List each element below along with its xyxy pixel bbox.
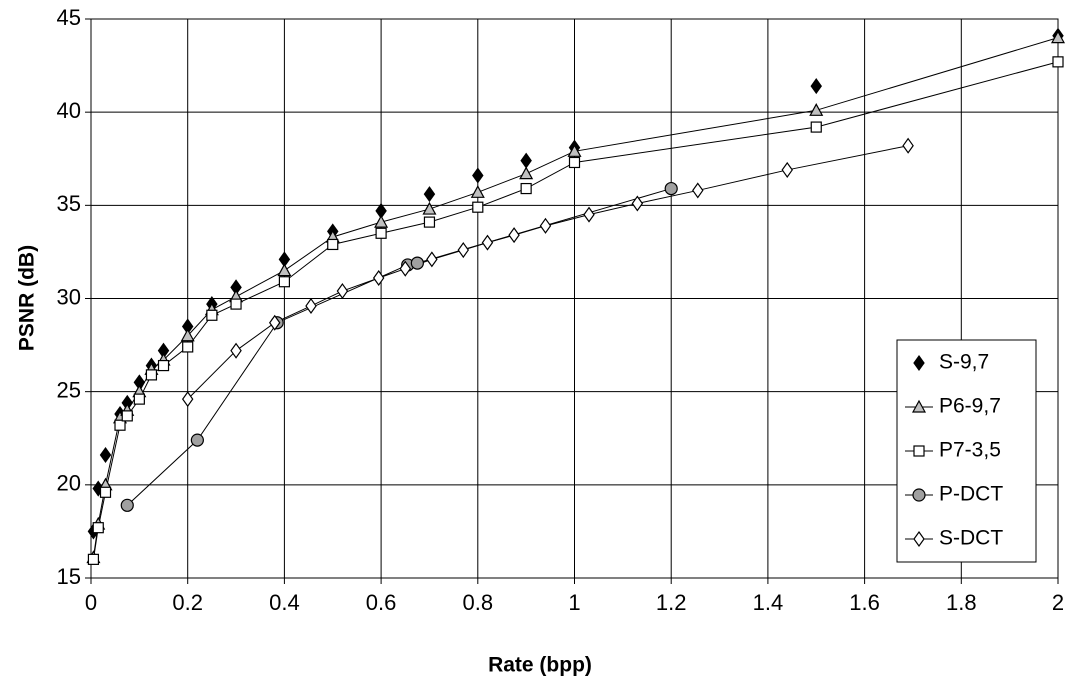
legend-label: S-DCT <box>939 527 1003 550</box>
marker <box>336 283 349 300</box>
legend-marker <box>912 488 926 502</box>
legend-marker <box>911 399 927 413</box>
marker <box>567 144 582 157</box>
marker <box>145 369 158 381</box>
marker <box>809 103 824 116</box>
y-tick-label: 40 <box>57 98 81 123</box>
legend-marker <box>913 530 925 548</box>
marker <box>277 263 292 277</box>
marker <box>423 216 436 228</box>
marker <box>399 260 412 277</box>
marker <box>230 298 242 310</box>
y-axis-label: PSNR (dB) <box>16 245 39 351</box>
marker <box>133 393 145 405</box>
marker <box>631 195 644 212</box>
y-tick-label: 45 <box>57 5 81 30</box>
y-tick-label: 15 <box>57 564 81 589</box>
marker <box>99 486 112 498</box>
x-tick-label: 0.2 <box>172 590 203 615</box>
x-tick-label: 1.8 <box>946 590 977 615</box>
legend-marker <box>913 354 925 372</box>
marker <box>1052 56 1064 68</box>
marker <box>520 182 532 195</box>
marker <box>181 391 194 408</box>
marker <box>182 341 194 353</box>
marker <box>423 186 436 203</box>
x-tick-label: 0.4 <box>269 590 300 615</box>
marker <box>481 234 494 251</box>
legend-label: P7-3,5 <box>939 439 1001 462</box>
x-tick-label: 0.8 <box>463 590 494 615</box>
marker <box>157 359 170 372</box>
x-tick-label: 1 <box>568 590 580 615</box>
marker <box>278 276 290 288</box>
marker <box>121 410 133 422</box>
legend-label: P6-9,7 <box>939 395 1001 418</box>
legend-marker <box>913 445 925 457</box>
marker <box>810 121 822 133</box>
marker <box>305 297 317 314</box>
marker <box>120 498 134 512</box>
marker <box>410 256 424 270</box>
marker <box>902 137 914 154</box>
marker <box>508 227 520 244</box>
marker <box>372 269 385 287</box>
y-tick-label: 30 <box>57 284 81 309</box>
marker <box>1050 30 1066 44</box>
marker <box>810 78 822 95</box>
marker <box>375 227 387 239</box>
marker <box>457 242 470 259</box>
marker <box>99 446 112 464</box>
x-tick-label: 0 <box>85 590 97 615</box>
x-tick-label: 0.6 <box>366 590 397 615</box>
marker <box>472 167 484 184</box>
marker <box>781 161 793 178</box>
marker <box>583 206 595 223</box>
marker <box>664 181 678 196</box>
marker <box>92 522 104 534</box>
marker <box>422 201 437 215</box>
marker <box>426 251 438 268</box>
y-tick-label: 35 <box>57 191 81 216</box>
y-tick-label: 25 <box>57 377 81 402</box>
marker <box>539 217 552 234</box>
x-tick-label: 1.6 <box>849 590 880 615</box>
marker <box>519 166 534 180</box>
x-tick-label: 1.4 <box>753 590 784 615</box>
marker <box>374 214 389 228</box>
marker <box>568 156 581 169</box>
marker <box>472 201 484 213</box>
marker <box>206 309 218 321</box>
legend-label: P-DCT <box>939 483 1003 506</box>
marker <box>230 342 242 359</box>
marker <box>87 553 100 565</box>
marker <box>114 419 126 431</box>
marker <box>180 328 195 342</box>
marker <box>692 182 704 199</box>
marker <box>470 185 485 198</box>
y-tick-label: 20 <box>57 471 81 496</box>
x-tick-label: 1.2 <box>656 590 687 615</box>
legend-label: S-9,7 <box>939 351 989 374</box>
marker <box>190 433 204 447</box>
marker <box>327 238 339 251</box>
marker <box>268 314 281 331</box>
x-tick-label: 2 <box>1052 590 1064 615</box>
x-axis-label: Rate (bpp) <box>488 654 592 677</box>
